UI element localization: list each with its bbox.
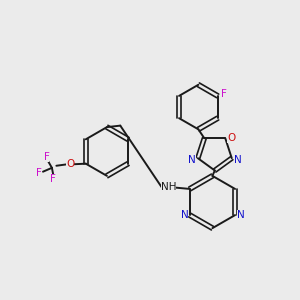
Text: N: N: [188, 155, 196, 165]
Text: O: O: [227, 133, 235, 143]
Text: N: N: [236, 210, 244, 220]
Text: F: F: [36, 168, 41, 178]
Text: F: F: [50, 174, 56, 184]
Text: F: F: [44, 152, 50, 161]
Text: NH: NH: [160, 182, 176, 193]
Text: N: N: [181, 210, 188, 220]
Text: F: F: [221, 89, 227, 99]
Text: O: O: [66, 159, 74, 169]
Text: N: N: [234, 155, 242, 165]
